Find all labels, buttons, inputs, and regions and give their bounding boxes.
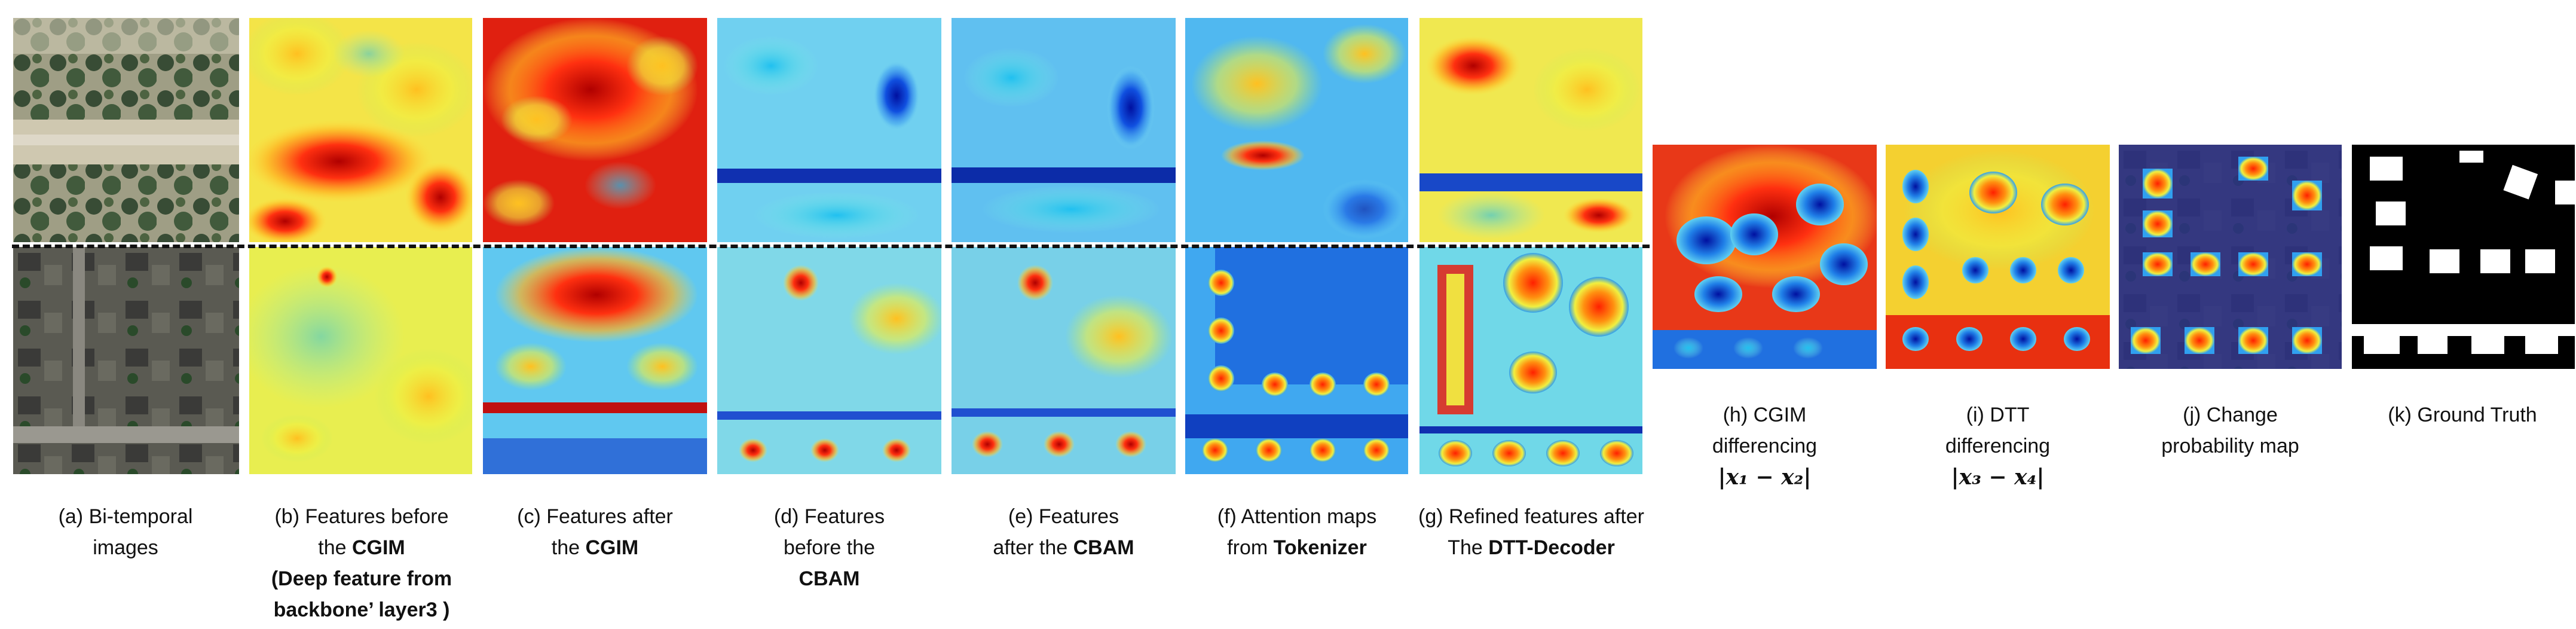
heatmap-b-t1 — [249, 18, 472, 242]
heatmap-i — [1886, 145, 2110, 369]
heatmap-f-t1 — [1185, 18, 1408, 242]
image-a-t2 — [13, 247, 239, 474]
heatmap-f-t2 — [1185, 247, 1408, 474]
heatmap-e-t2 — [952, 247, 1176, 474]
caption-d: (d) Features before the CBAM — [773, 505, 885, 590]
heatmap-e-t1 — [952, 18, 1176, 242]
heatmap-g-t1 — [1419, 18, 1642, 242]
caption-b: (b) Features before the CGIM (Deep featu… — [271, 505, 452, 621]
caption-c: (c) Features after the CGIM — [517, 505, 673, 559]
caption-g: (g) Refined features after The DTT-Decod… — [1418, 505, 1644, 559]
caption-e: (e) Features after the CBAM — [993, 505, 1134, 559]
caption-i: (i) DTT differencing |x₃ − x₄| — [1886, 399, 2110, 493]
formula-i: |x₃ − x₄| — [1951, 465, 2045, 490]
caption-h: (h) CGIM differencing |x₁ − x₂| — [1653, 399, 1877, 493]
caption-a: (a) Bi-temporal images — [58, 505, 193, 559]
temporal-separator — [12, 245, 1650, 248]
heatmap-c-t1 — [483, 18, 707, 242]
heatmap-c-t2 — [483, 247, 707, 474]
heatmap-g-t2 — [1419, 247, 1642, 474]
formula-h: |x₁ − x₂| — [1718, 465, 1812, 490]
heatmap-d-t1 — [717, 18, 941, 242]
ground-truth-mask — [2352, 145, 2575, 369]
heatmap-h — [1653, 145, 1877, 369]
caption-k: (k) Ground Truth — [2388, 404, 2537, 426]
caption-j: (j) Change probability map — [2161, 404, 2299, 457]
caption-f: (f) Attention maps from Tokenizer — [1217, 505, 1377, 559]
heatmap-b-t2 — [249, 247, 472, 474]
image-a-t1 — [13, 18, 239, 242]
heatmap-d-t2 — [717, 247, 941, 474]
heatmap-j — [2119, 145, 2342, 369]
